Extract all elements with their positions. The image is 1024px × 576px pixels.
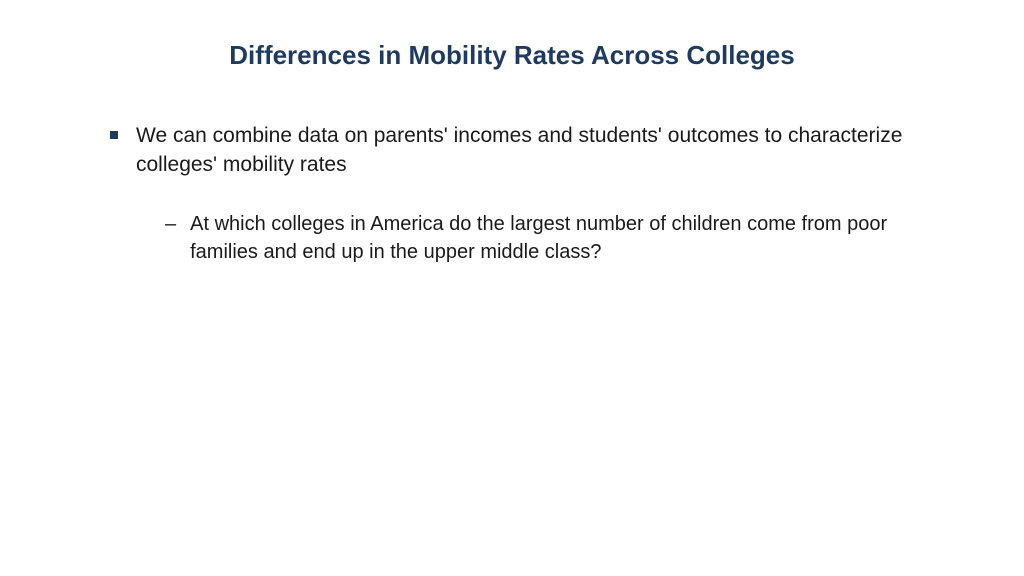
slide-content: We can combine data on parents' incomes … [60,121,964,266]
bullet-item: We can combine data on parents' incomes … [110,121,934,180]
sub-bullet-item: – At which colleges in America do the la… [165,210,934,266]
dash-bullet-icon: – [165,210,176,238]
square-bullet-icon [110,131,118,139]
sub-bullet-text: At which colleges in America do the larg… [190,210,934,266]
bullet-text: We can combine data on parents' incomes … [136,121,934,180]
slide-title: Differences in Mobility Rates Across Col… [60,40,964,71]
